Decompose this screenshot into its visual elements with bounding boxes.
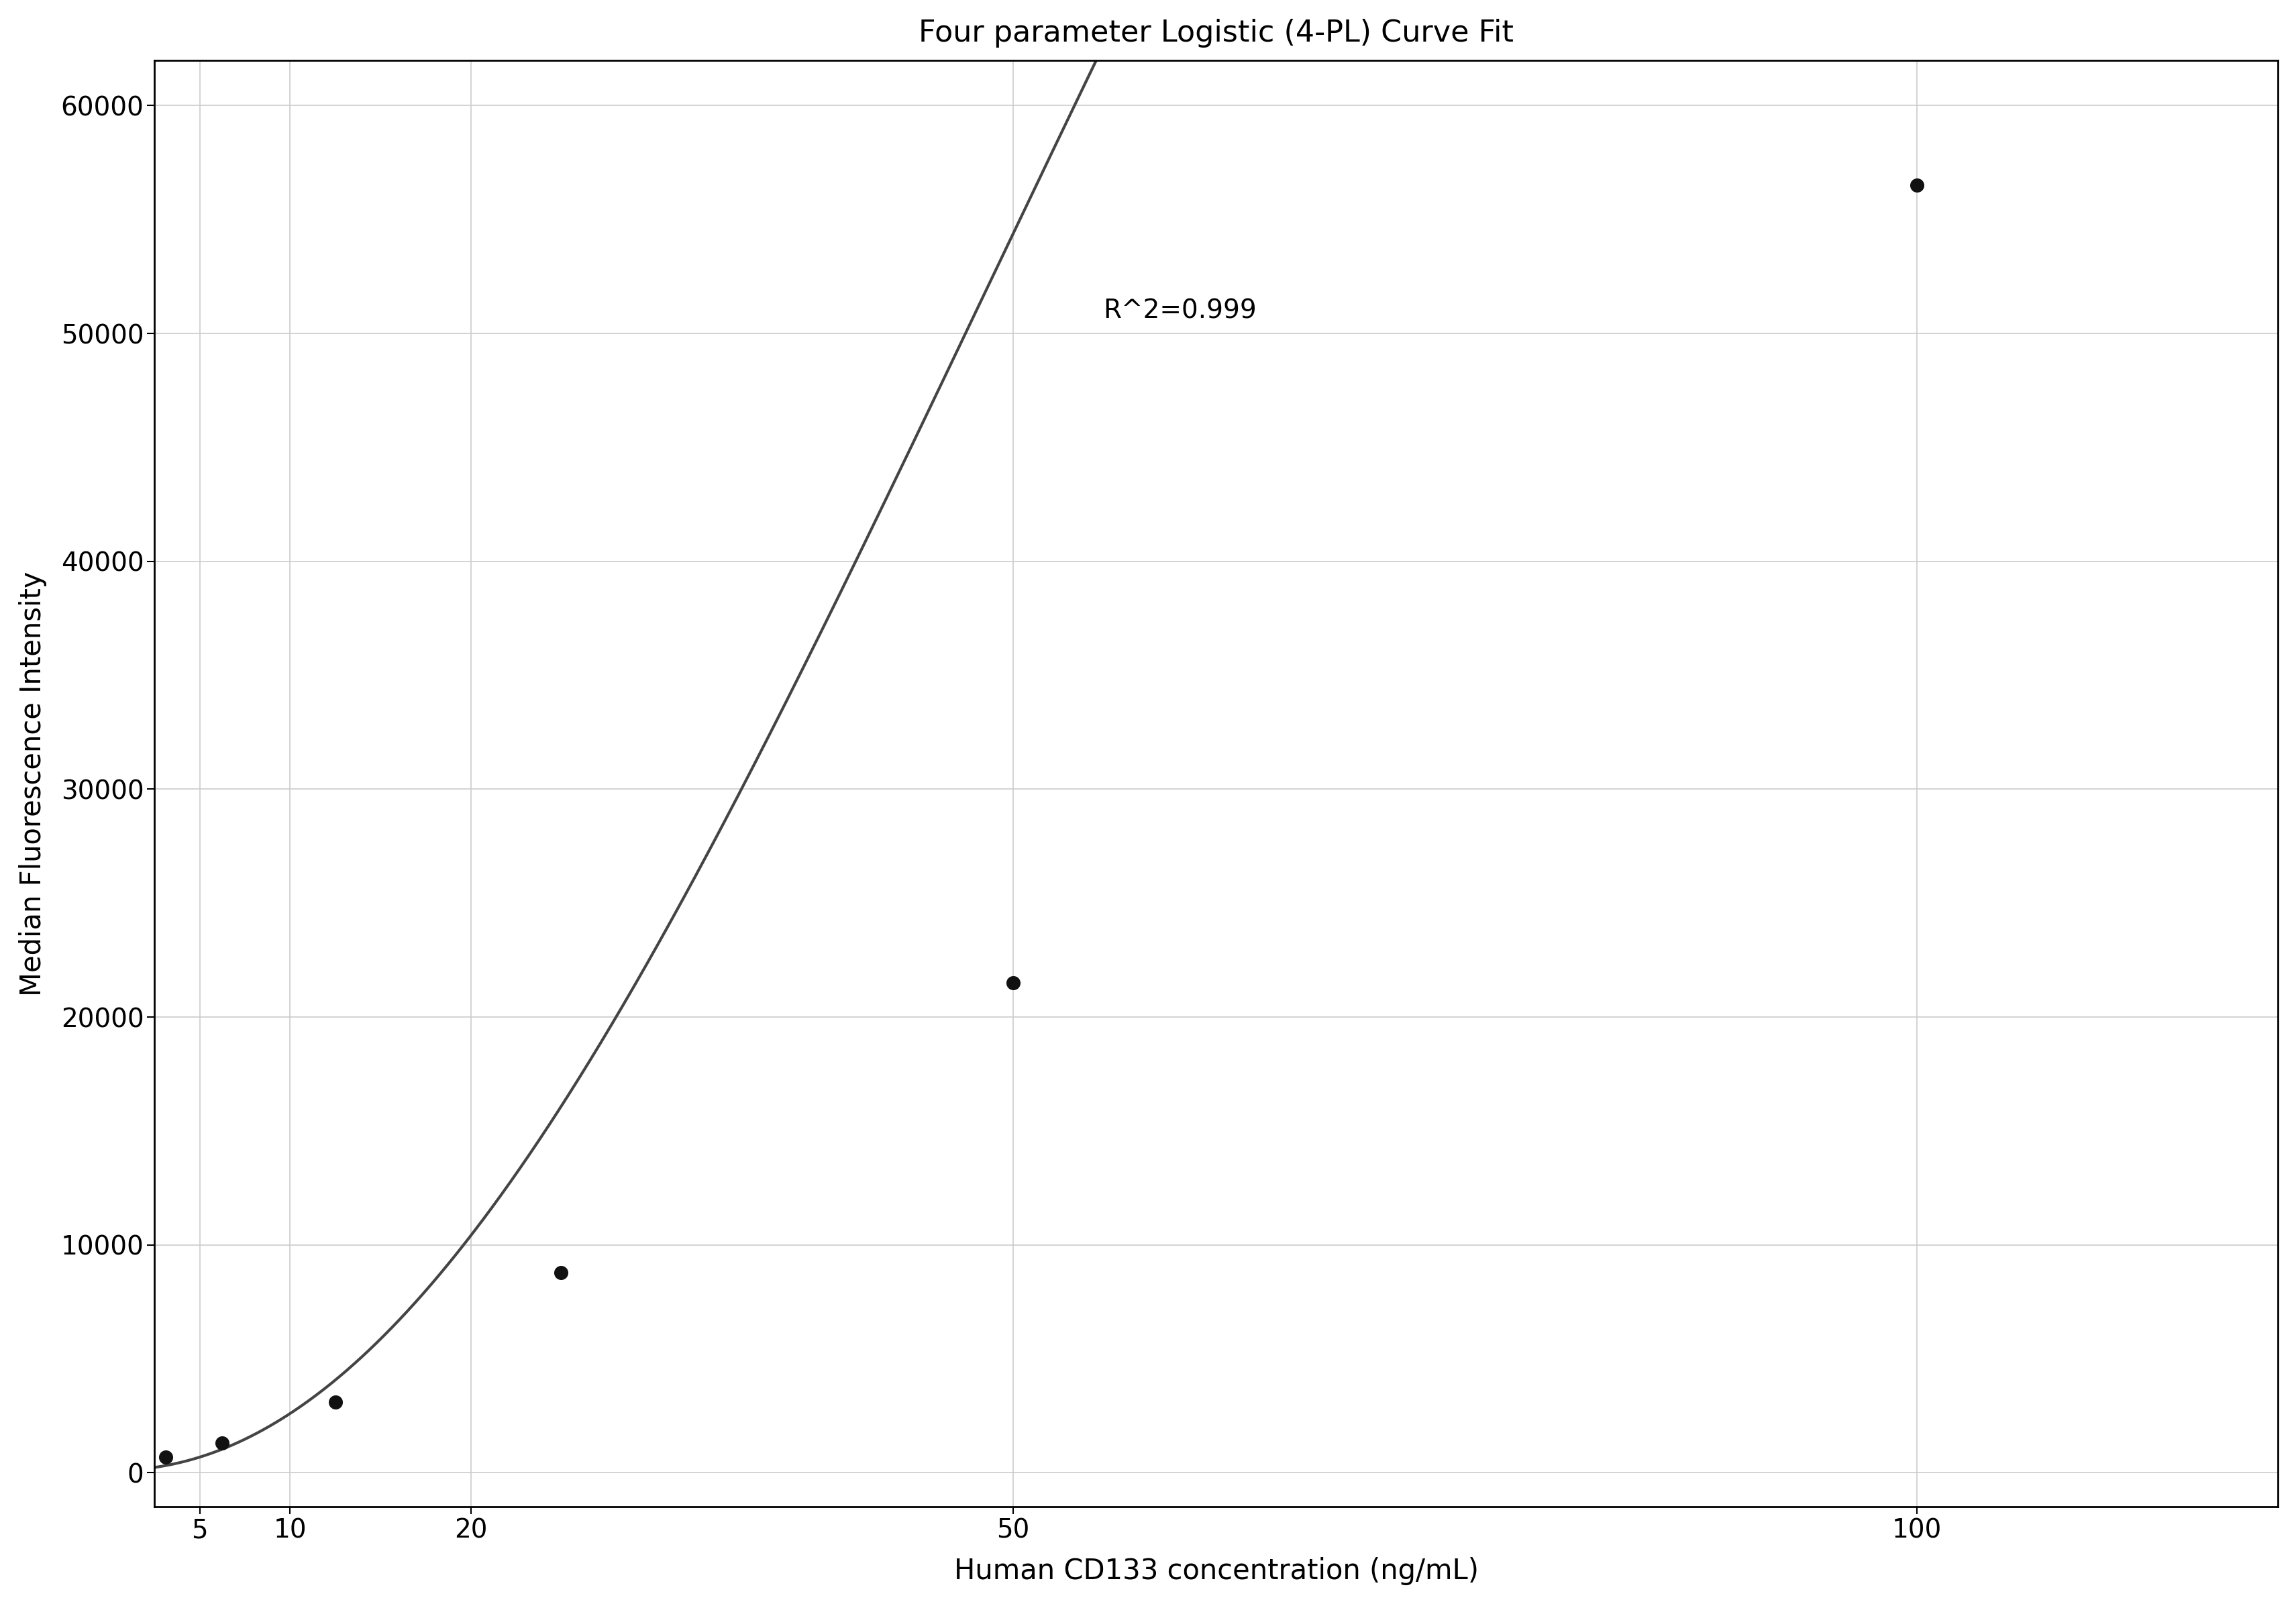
Point: [994, 970, 1031, 996]
Point: [204, 1431, 241, 1456]
Point: [1899, 173, 1936, 199]
X-axis label: Human CD133 concentration (ng/mL): Human CD133 concentration (ng/mL): [953, 1557, 1479, 1585]
Point: [317, 1389, 354, 1415]
Point: [542, 1259, 579, 1285]
Text: R^2=0.999: R^2=0.999: [1102, 298, 1256, 324]
Point: [147, 1444, 184, 1469]
Title: Four parameter Logistic (4-PL) Curve Fit: Four parameter Logistic (4-PL) Curve Fit: [918, 19, 1513, 48]
Y-axis label: Median Fluorescence Intensity: Median Fluorescence Intensity: [18, 571, 46, 996]
